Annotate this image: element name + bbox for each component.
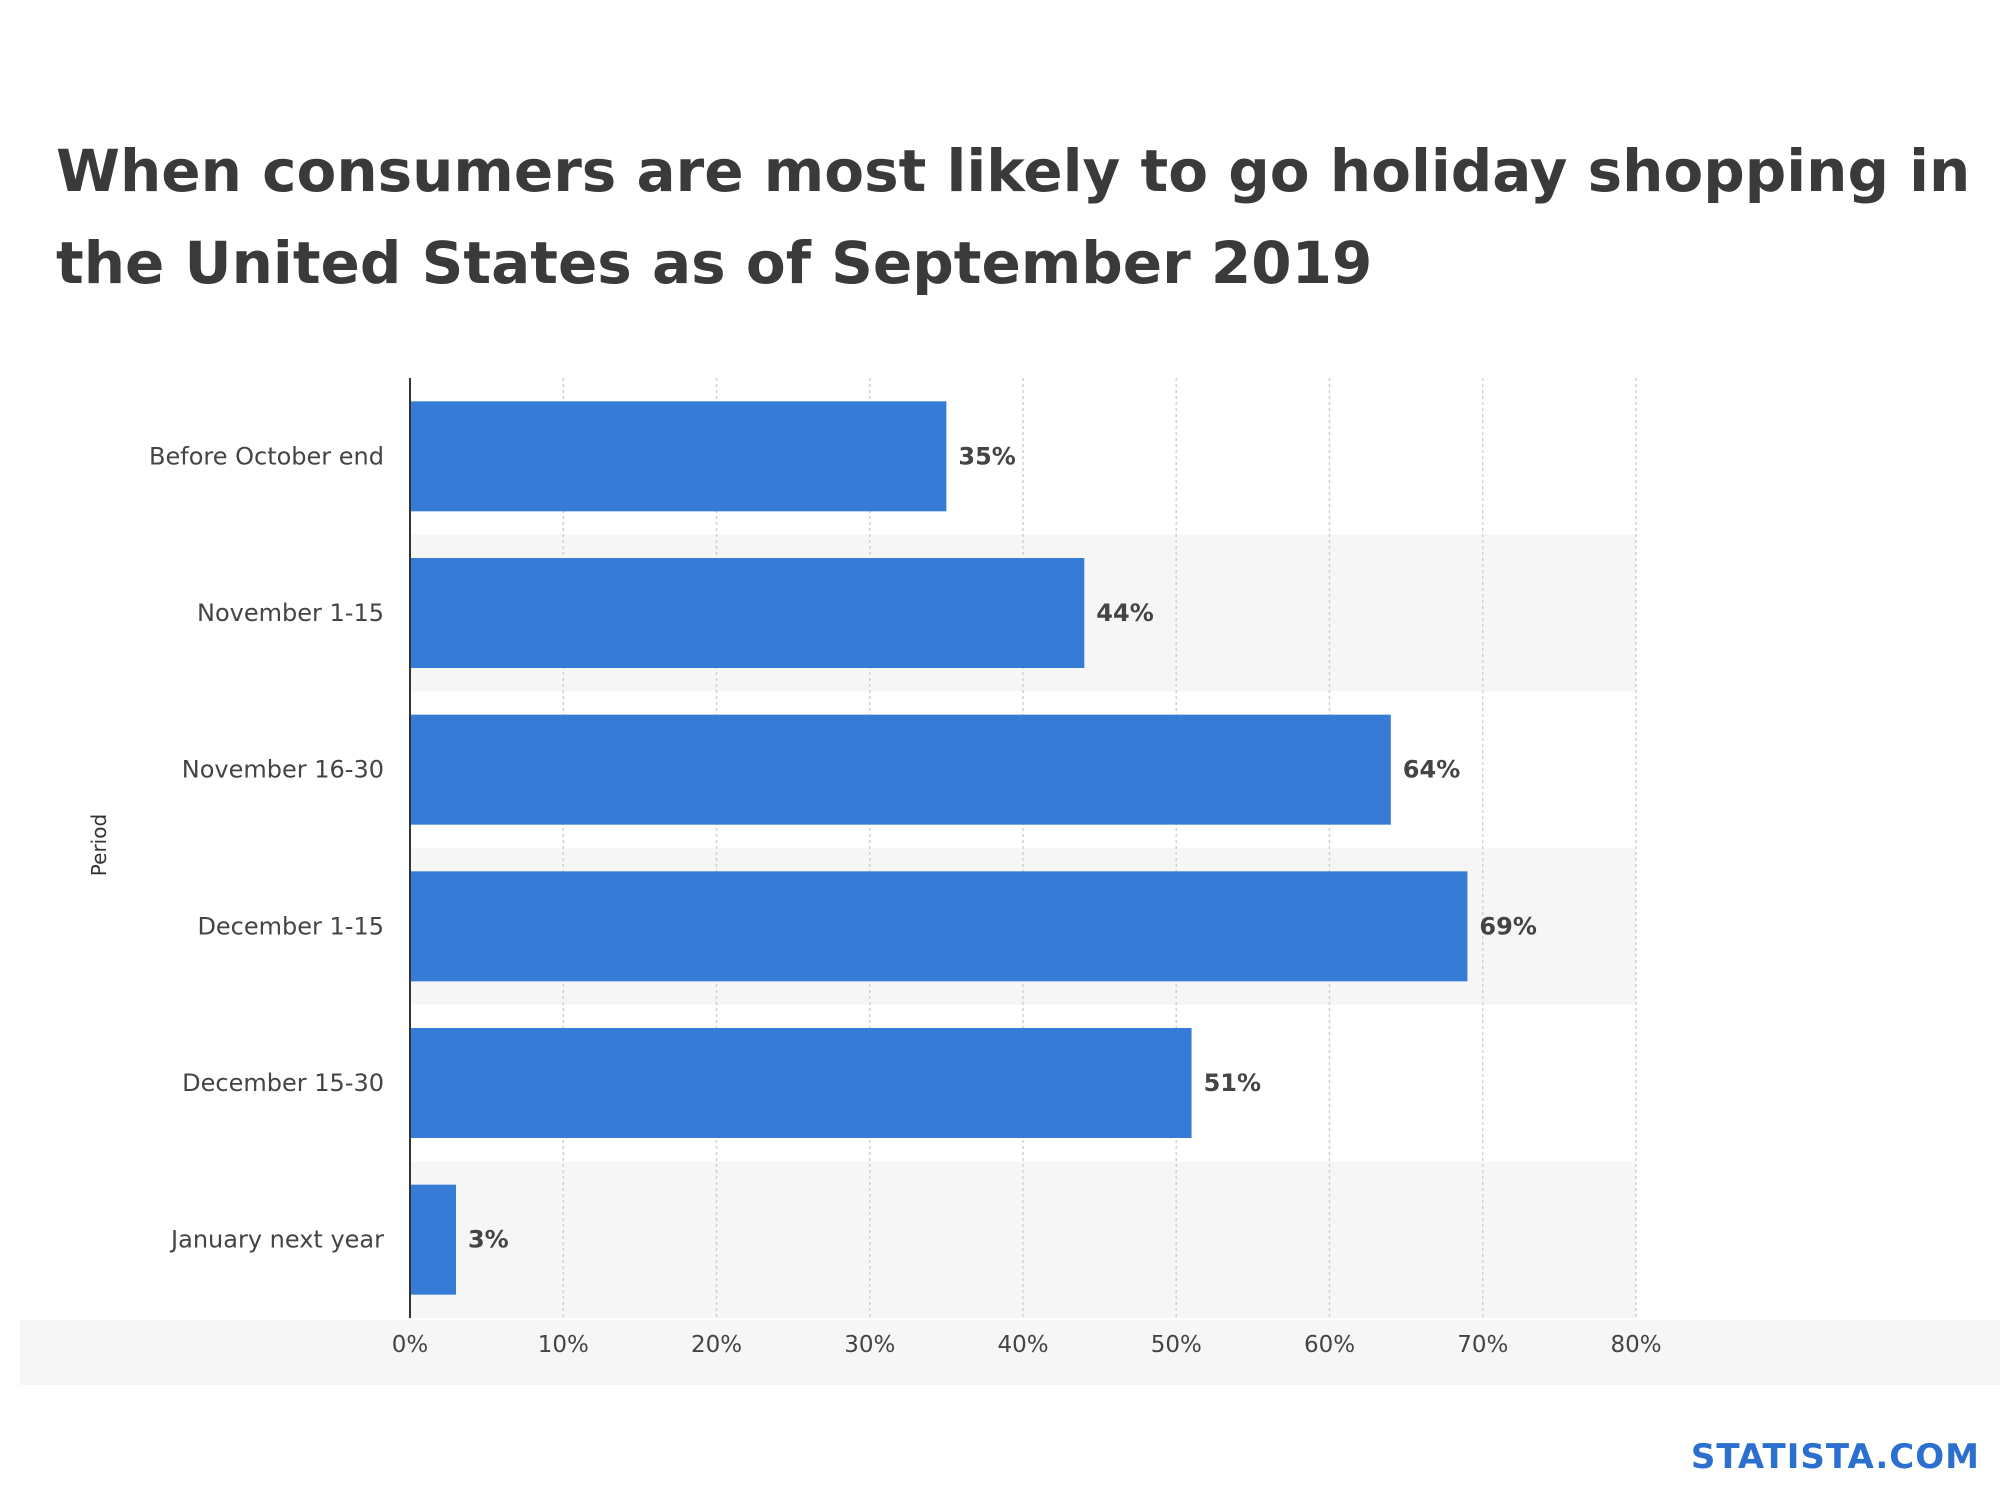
bars <box>410 401 1468 1295</box>
x-tick-label: 70% <box>1457 1332 1508 1358</box>
category-label: November 16-30 <box>182 756 384 784</box>
x-tick-label: 20% <box>691 1332 742 1358</box>
value-label: 3% <box>468 1226 509 1254</box>
y-axis-title: Period <box>87 814 111 876</box>
value-label: 35% <box>958 442 1015 470</box>
statista-brand: STATISTA.COM <box>1690 1437 1980 1477</box>
x-tick-label: 30% <box>844 1332 895 1358</box>
plot-bottom-band <box>20 1320 2000 1385</box>
bar <box>410 1184 456 1295</box>
x-tick-labels: 0% 10% 20% 30% 40% 50% 60% 70% 80% <box>392 1332 1662 1358</box>
x-tick-label: 80% <box>1610 1332 1661 1358</box>
value-label: 69% <box>1479 912 1536 940</box>
x-tick-label: 40% <box>997 1332 1048 1358</box>
value-label: 64% <box>1403 756 1460 784</box>
category-label: January next year <box>169 1226 384 1254</box>
bar <box>410 714 1391 825</box>
gridlines <box>562 378 1637 1318</box>
category-label: December 1-15 <box>197 912 384 940</box>
bar <box>410 558 1085 668</box>
category-labels: Before October end November 1-15 November … <box>149 442 384 1253</box>
category-label: December 15-30 <box>182 1069 384 1097</box>
bar <box>410 401 947 512</box>
bar <box>410 1028 1192 1138</box>
chart-title: When consumers are most likely to go hol… <box>56 137 1971 297</box>
x-tick-label: 10% <box>538 1332 589 1358</box>
value-labels: 35% 44% 64% 69% 51% 3% <box>468 442 1537 1253</box>
value-label: 51% <box>1204 1069 1261 1097</box>
x-tick-label: 0% <box>392 1332 429 1358</box>
category-label: Before October end <box>149 442 384 470</box>
x-tick-label: 60% <box>1304 1332 1355 1358</box>
bar <box>410 871 1468 982</box>
category-label: November 1-15 <box>197 599 384 627</box>
value-label: 44% <box>1096 599 1153 627</box>
x-tick-label: 50% <box>1151 1332 1202 1358</box>
